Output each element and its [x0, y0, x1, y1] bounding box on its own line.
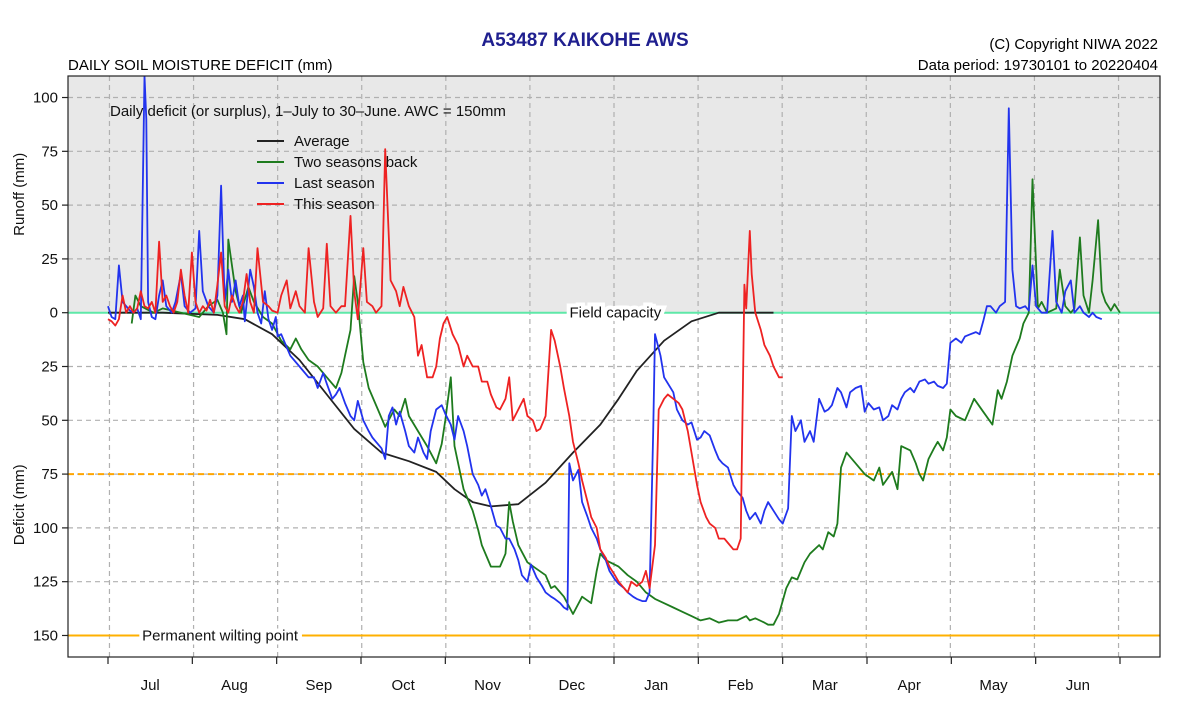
legend-label-2: Last season: [294, 175, 375, 192]
x-tick-label-apr: Apr: [897, 677, 920, 694]
legend-label-0: Average: [294, 133, 350, 150]
y-axis-label-runoff: Runoff (mm): [11, 153, 28, 236]
chart-subtitle: DAILY SOIL MOISTURE DEFICIT (mm): [68, 57, 333, 74]
y-tick-label: 100: [33, 520, 58, 537]
x-tick-label-oct: Oct: [391, 677, 415, 694]
x-tick-label-sep: Sep: [305, 677, 332, 694]
series-line-3: [107, 148, 783, 594]
chart-title: A53487 KAIKOHE AWS: [481, 30, 689, 51]
legend-label-1: Two seasons back: [294, 154, 418, 171]
y-tick-label: 125: [33, 574, 58, 591]
y-tick-label: 100: [33, 90, 58, 107]
x-tick-label-may: May: [979, 677, 1008, 694]
y-tick-label: 50: [41, 197, 58, 214]
legend-label-3: This season: [294, 196, 375, 213]
x-tick-label-jun: Jun: [1066, 677, 1090, 694]
data-period-text: Data period: 19730101 to 20220404: [917, 57, 1158, 74]
y-tick-label: 50: [41, 412, 58, 429]
series-group: [107, 76, 1121, 626]
x-tick-label-nov: Nov: [474, 677, 501, 694]
reference-line-label: Permanent wilting point: [142, 627, 299, 644]
y-tick-label: 150: [33, 627, 58, 644]
series-line-1: [130, 178, 1121, 626]
x-tick-label-aug: Aug: [221, 677, 248, 694]
x-tick-label-jan: Jan: [644, 677, 668, 694]
x-tick-label-jul: Jul: [141, 677, 160, 694]
x-tick-label-dec: Dec: [558, 677, 585, 694]
chart-annotation: Daily deficit (or surplus), 1–July to 30…: [110, 103, 506, 120]
x-tick-label-feb: Feb: [728, 677, 754, 694]
copyright-text: (C) Copyright NIWA 2022: [989, 36, 1158, 53]
x-tick-label-mar: Mar: [812, 677, 838, 694]
y-tick-label: 75: [41, 466, 58, 483]
y-tick-label: 25: [41, 359, 58, 376]
series-line-0: [108, 311, 774, 508]
series-line-2: [107, 76, 1103, 611]
y-tick-label: 75: [41, 143, 58, 160]
y-tick-label: 0: [50, 305, 58, 322]
reference-line-label: Field capacity: [570, 305, 662, 322]
y-axis-label-deficit: Deficit (mm): [11, 464, 28, 545]
y-tick-label: 25: [41, 251, 58, 268]
